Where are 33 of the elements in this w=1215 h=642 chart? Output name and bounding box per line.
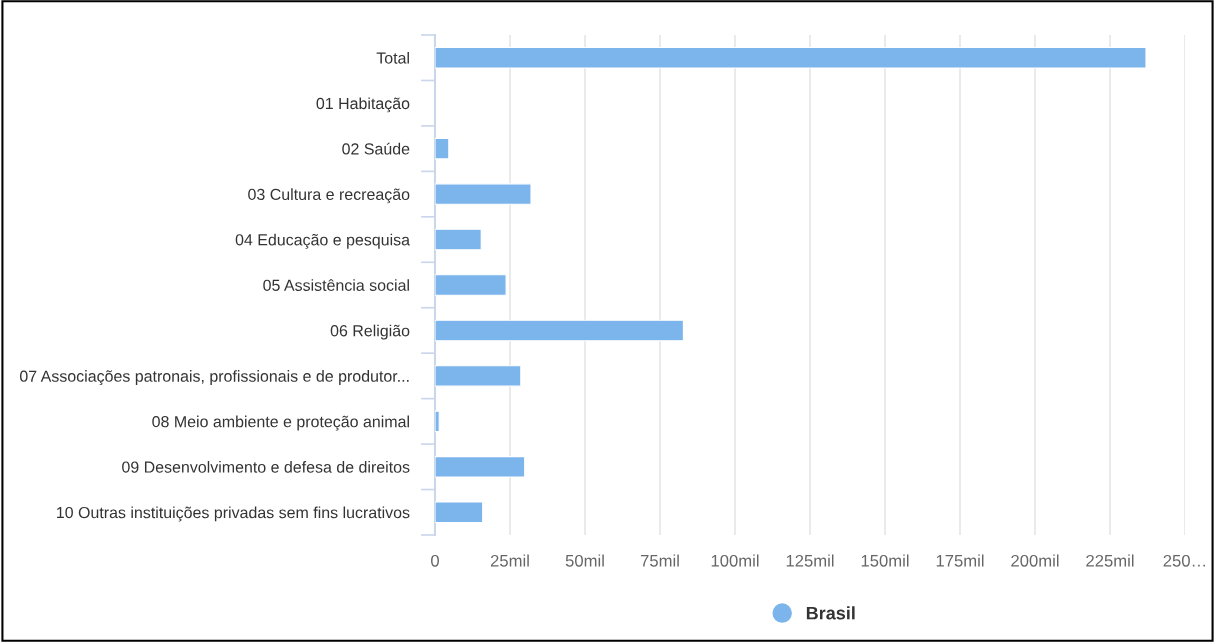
bar bbox=[435, 46, 1147, 69]
bar bbox=[435, 137, 450, 160]
bar bbox=[435, 319, 684, 342]
bar bbox=[435, 501, 484, 524]
y-tick-label: 05 Assistência social bbox=[263, 279, 409, 291]
x-tick-label: 50mil bbox=[565, 554, 604, 567]
bar bbox=[435, 410, 440, 433]
y-tick-label: Total bbox=[376, 51, 409, 64]
x-tick-label: 225mil bbox=[1086, 554, 1134, 567]
bar bbox=[435, 456, 526, 478]
bar bbox=[435, 228, 482, 251]
y-tick-label: 02 Saúde bbox=[342, 142, 410, 155]
x-tick-label: 250… bbox=[1163, 554, 1205, 567]
y-tick-label: 06 Religião bbox=[330, 324, 410, 340]
y-tick-label: 03 Cultura e recreação bbox=[248, 188, 410, 204]
x-tick-label: 75mil bbox=[640, 554, 679, 567]
x-tick-label: 175mil bbox=[936, 554, 984, 567]
bar bbox=[435, 274, 507, 296]
y-tick-label: 01 Habitação bbox=[316, 97, 410, 113]
x-tick-label: 125mil bbox=[786, 554, 834, 567]
y-tick-label: 04 Educação e pesquisa bbox=[235, 233, 411, 249]
x-tick-label: 150mil bbox=[861, 554, 909, 567]
bar bbox=[435, 365, 522, 387]
x-tick-label: 0 bbox=[431, 554, 439, 567]
y-tick-label: 10 Outras instituições privadas sem fins lucrativos bbox=[57, 506, 410, 522]
y-tick-label: 07 Associações patronais, profissionais e de produtor... bbox=[19, 370, 409, 386]
x-tick-label: 25mil bbox=[490, 554, 529, 567]
bar bbox=[435, 183, 532, 205]
x-tick-label: 200mil bbox=[1011, 554, 1059, 567]
legend-label: Brasil bbox=[806, 606, 855, 620]
y-tick-label: 09 Desenvolvimento e defesa de direitos bbox=[122, 461, 410, 473]
y-tick-label: 08 Meio ambiente e proteção animal bbox=[152, 415, 409, 431]
x-tick-label: 100mil bbox=[711, 554, 759, 567]
